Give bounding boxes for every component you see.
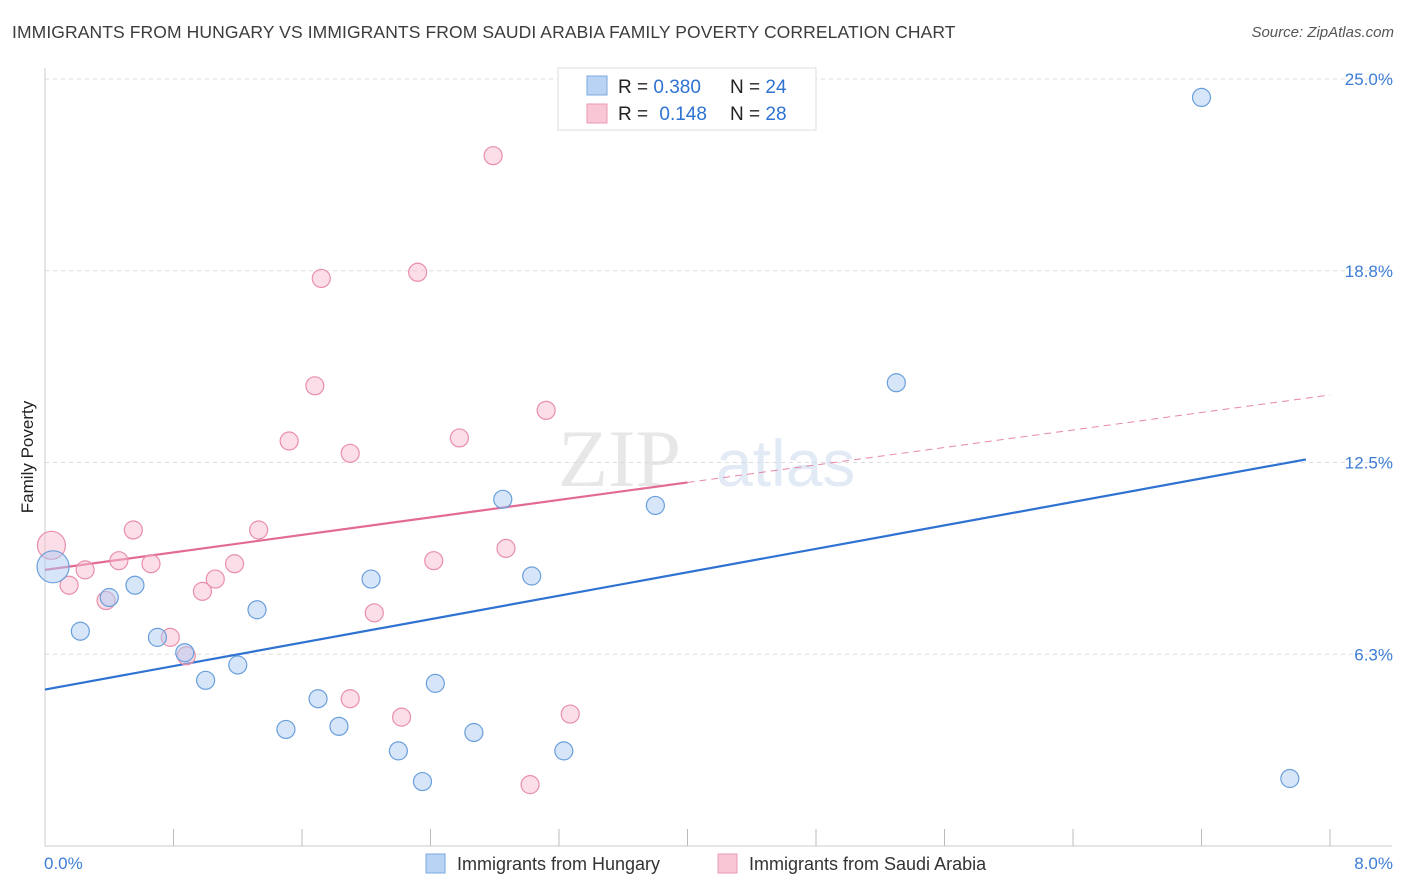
x-tick-label-min: 0.0% [44,854,83,873]
point-hungary-17 [493,489,513,509]
stats-legend-swatch-saudi [586,103,608,124]
point-hungary-22 [1191,87,1212,108]
point-saudi-17 [340,689,360,709]
y-tick-label-0: 6.3% [1354,645,1393,664]
point-hungary-11 [329,716,349,736]
point-saudi-11 [224,554,245,574]
point-hungary-1 [70,621,90,641]
point-saudi-20 [408,262,428,282]
point-saudi-21 [424,551,444,571]
point-saudi-9 [192,581,213,601]
point-hungary-21 [886,373,906,393]
point-hungary-0 [36,550,70,584]
point-saudi-23 [483,146,503,166]
point-hungary-14 [412,771,433,792]
point-saudi-16 [340,443,360,463]
point-saudi-1 [59,575,79,595]
point-saudi-27 [560,704,580,724]
point-hungary-13 [388,741,408,761]
point-hungary-12 [361,569,381,589]
stats-n-value-hungary: 24 [765,77,787,98]
y-tick-label-2: 18.8% [1345,262,1393,281]
watermark-atlas: atlas [716,426,855,500]
point-saudi-15 [311,268,331,289]
trend-lines [44,394,1331,691]
legend-swatch-saudi [717,853,738,874]
stats-n-value-saudi: 28 [765,104,786,125]
point-hungary-8 [247,600,267,620]
point-hungary-2 [99,587,119,608]
point-hungary-15 [425,673,445,693]
point-saudi-14 [305,376,325,396]
legend-label-saudi: Immigrants from Saudi Arabia [749,854,987,874]
stats-legend: R = 0.380 N = 24 R = 0.148 N = 28 [557,67,817,131]
point-saudi-6 [141,554,161,574]
y-axis-label: Family Poverty [18,400,37,513]
point-hungary-16 [464,722,484,743]
y-tick-label-1: 12.5% [1345,454,1393,473]
point-saudi-4 [109,551,129,571]
y-tick-label-3: 25.0% [1345,70,1393,89]
x-tick-label-max: 8.0% [1354,854,1393,873]
point-saudi-24 [496,538,516,559]
svg-text:N = 28: N = 28 [730,104,787,125]
point-saudi-22 [449,428,470,448]
point-hungary-20 [645,495,665,516]
point-hungary-18 [522,566,542,586]
point-saudi-26 [536,400,556,420]
point-hungary-3 [125,575,145,595]
point-saudi-12 [249,520,269,540]
legend-label-hungary: Immigrants from Hungary [457,854,660,874]
point-saudi-2 [75,560,95,580]
point-hungary-9 [276,719,296,740]
stats-r-label-hungary: R = [618,77,653,98]
chart-title: IMMIGRANTS FROM HUNGARY VS IMMIGRANTS FR… [12,22,956,42]
watermark: ZIP atlas [558,413,855,504]
watermark-zip: ZIP [558,413,681,504]
series-legend: Immigrants from Hungary Immigrants from … [425,853,987,874]
stats-legend-swatch-hungary [586,75,608,96]
source-label: Source: ZipAtlas.com [1251,24,1394,41]
axes [44,68,1392,847]
point-hungary-6 [196,670,216,690]
trend-line-saudi-extension [687,394,1331,483]
trend-line-hungary [44,458,1307,691]
point-hungary-5 [175,643,195,663]
point-saudi-5 [123,520,143,540]
point-saudi-25 [520,775,540,795]
svg-text:N = 24: N = 24 [730,77,787,98]
svg-text:R = 0.148: R = 0.148 [618,104,707,125]
point-saudi-19 [391,707,412,727]
point-hungary-7 [228,655,248,675]
y-tick-labels: 6.3% 12.5% 18.8% 25.0% [1345,70,1393,664]
point-saudi-10 [205,569,225,589]
data-points [36,87,1300,795]
stats-r-value-saudi: 0.148 [659,104,707,125]
stats-n-label-hungary: N = [730,77,765,98]
point-hungary-19 [554,741,574,761]
point-hungary-10 [308,689,328,709]
point-saudi-18 [364,603,384,623]
svg-text:R = 0.380: R = 0.380 [618,77,701,98]
stats-n-label-saudi: N = [730,104,765,125]
stats-r-label-saudi: R = [618,104,653,125]
stats-r-value-hungary: 0.380 [653,77,701,98]
point-hungary-23 [1280,768,1300,789]
point-hungary-4 [147,627,168,647]
legend-swatch-hungary [425,853,446,874]
grid-lines [45,78,1392,655]
point-saudi-13 [279,431,299,451]
